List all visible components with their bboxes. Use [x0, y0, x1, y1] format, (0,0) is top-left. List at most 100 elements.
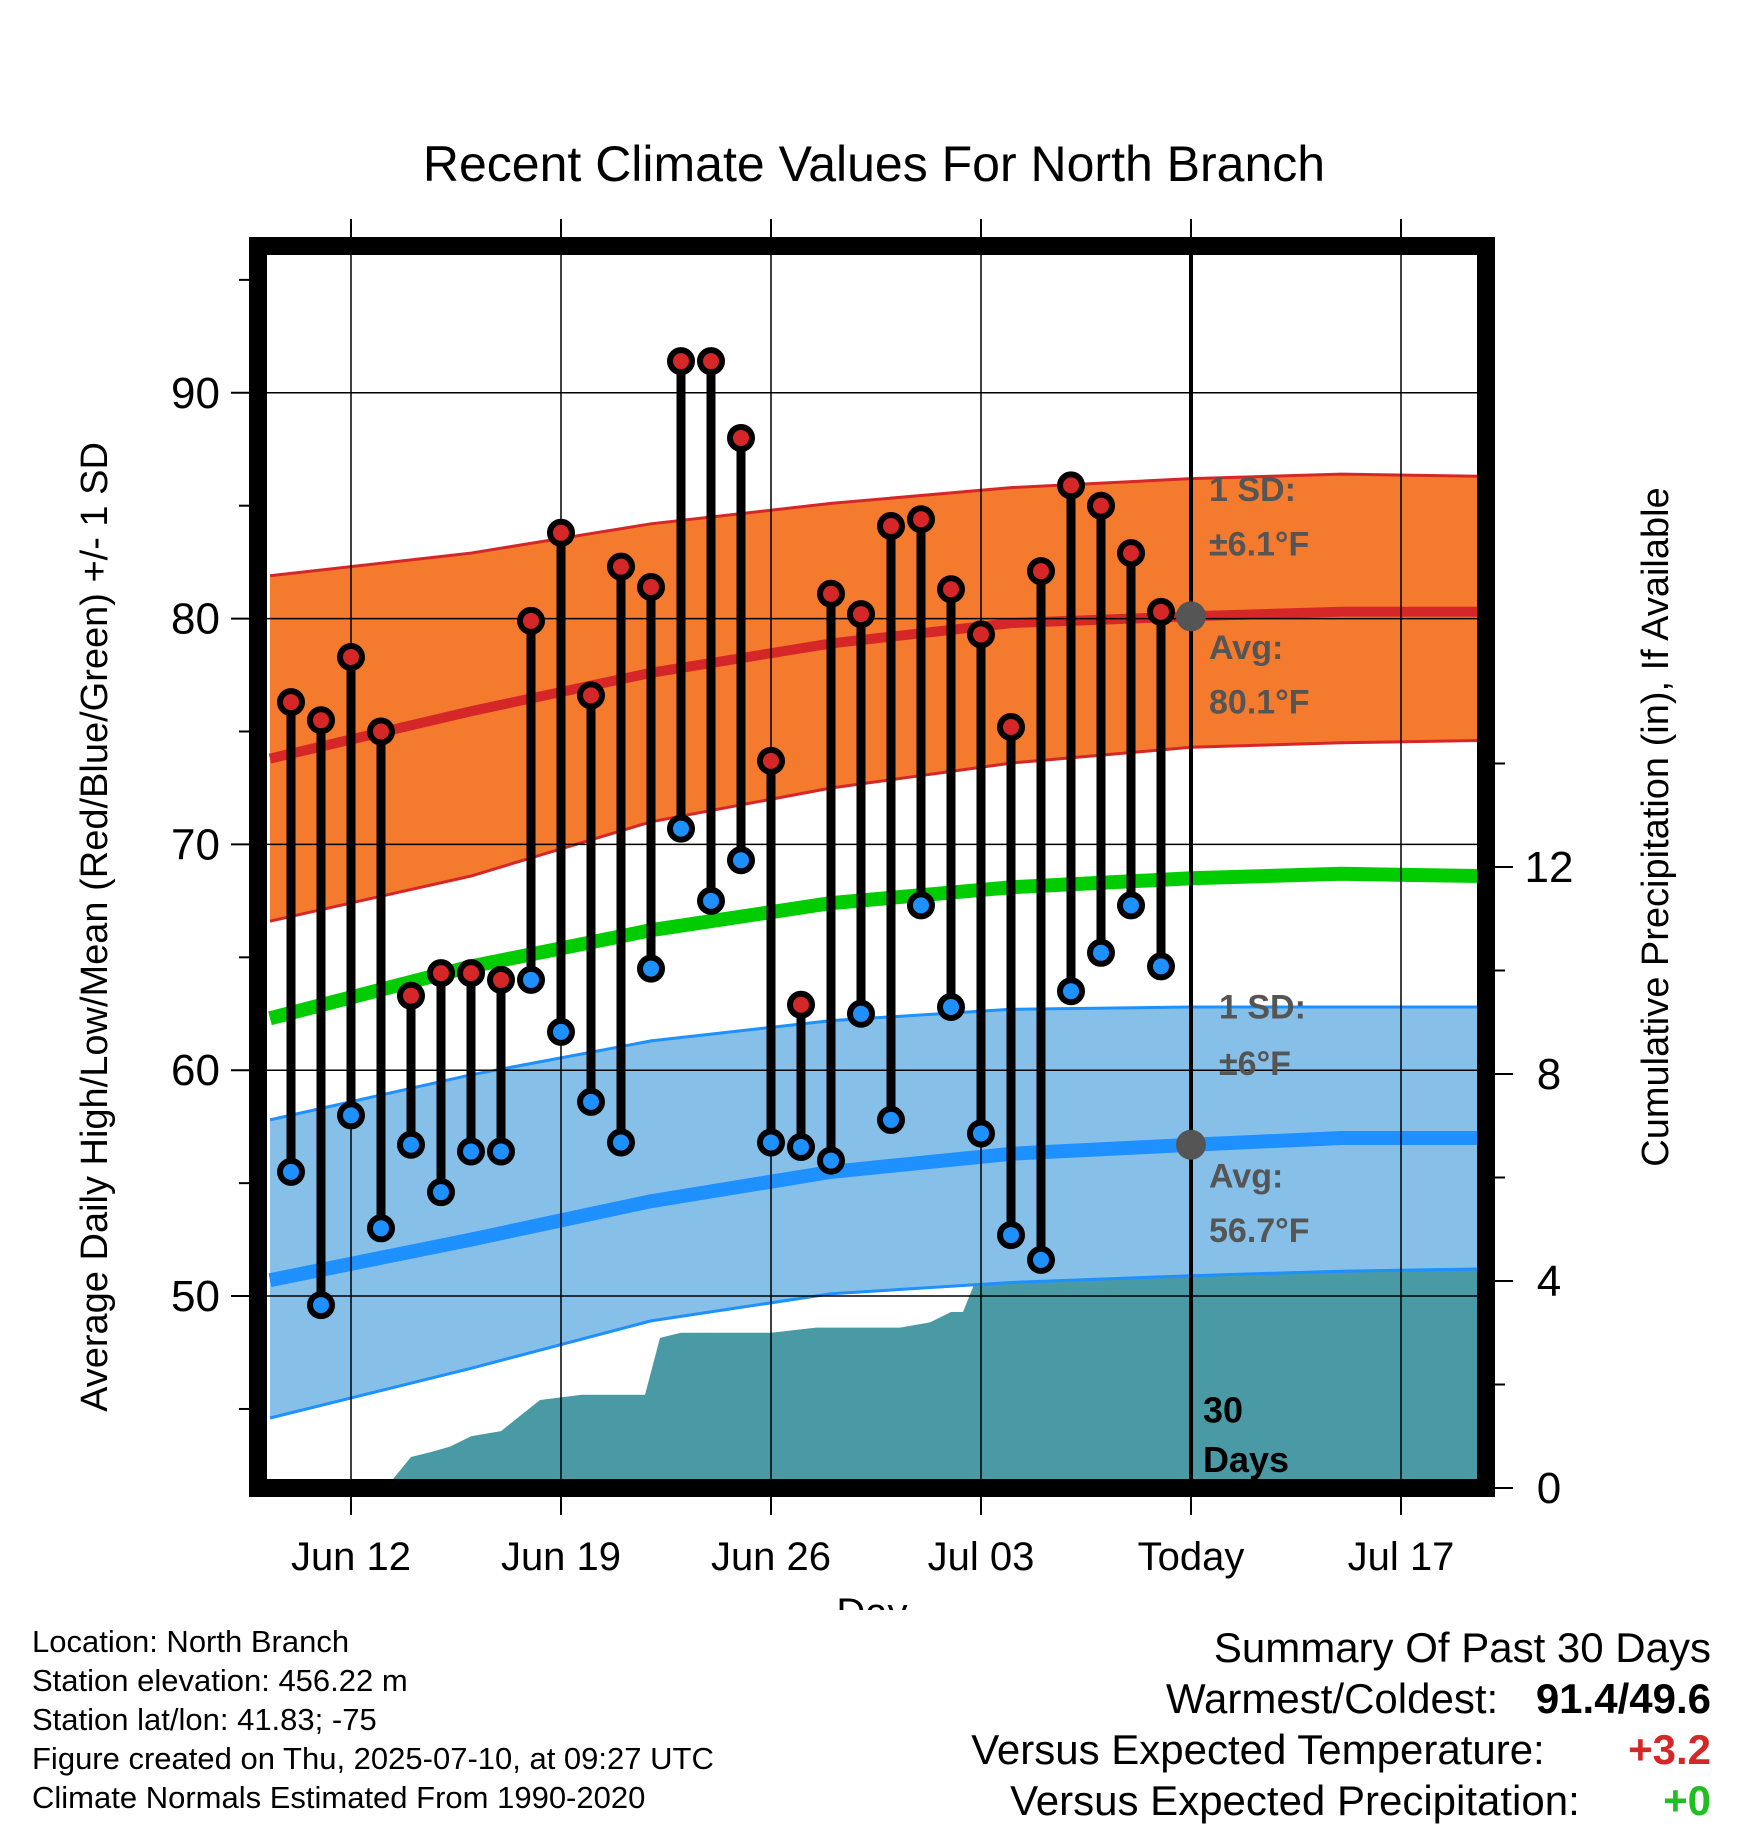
- daily-low-point: [277, 1157, 305, 1186]
- daily-high-point: [667, 347, 695, 376]
- daily-low-point: [907, 891, 935, 920]
- daily-low-point: [997, 1221, 1025, 1250]
- daily-low-point: [787, 1133, 815, 1162]
- low-sd-band: [270, 1007, 1479, 1418]
- plot-frame: [249, 237, 1495, 1497]
- daily-low-point: [517, 965, 545, 994]
- daily-low-point: [847, 999, 875, 1028]
- low-sd-band-lower-edge: [269, 1267, 1480, 1420]
- daily-low-point: [457, 1137, 485, 1166]
- climate-chart: Recent Climate Values For North Branch 1…: [74, 136, 1677, 1610]
- daily-low-point: [397, 1130, 425, 1159]
- days-window-label: 30: [1203, 1390, 1243, 1431]
- high-sd-label: 1 SD:: [1209, 471, 1296, 509]
- low-avg-value: 56.7°F: [1209, 1212, 1310, 1250]
- x-axis-label: Day: [836, 1591, 907, 1610]
- y-tick-label: 80: [171, 595, 220, 644]
- daily-low-point: [817, 1146, 845, 1175]
- daily-low-point: [637, 954, 665, 983]
- daily-low-point: [697, 886, 725, 915]
- x-tick-label: Jun 26: [711, 1535, 831, 1579]
- y2-tick-label: 8: [1537, 1050, 1561, 1099]
- daily-high-point: [457, 959, 485, 988]
- daily-low-point: [1147, 952, 1175, 981]
- high-avg-value: 80.1°F: [1209, 683, 1310, 721]
- daily-high-point: [697, 347, 725, 376]
- daily-high-point: [607, 552, 635, 581]
- daily-high-point: [547, 518, 575, 547]
- y-tick-label: 90: [171, 369, 220, 418]
- daily-low-point: [547, 1017, 575, 1046]
- daily-high-point: [787, 990, 815, 1019]
- daily-low-point: [577, 1087, 605, 1116]
- low-sd-label: 1 SD:: [1219, 988, 1306, 1026]
- low-avg-label: Avg:: [1209, 1158, 1283, 1196]
- daily-low-point: [337, 1101, 365, 1130]
- latlon-text: Station lat/lon: 41.83; -75: [32, 1702, 377, 1737]
- warmest-coldest-label: Warmest/Coldest:: [1165, 1675, 1499, 1722]
- temperature-departure-label: Versus Expected Temperature:: [971, 1726, 1545, 1773]
- warmest-coldest-value: 91.4/49.6: [1535, 1675, 1711, 1722]
- today-low-normal-marker: [1176, 1129, 1206, 1160]
- y2-tick-label: 0: [1537, 1464, 1561, 1513]
- y-axis-label: Average Daily High/Low/Mean (Red/Blue/Gr…: [74, 442, 116, 1412]
- y-tick-label: 50: [171, 1272, 220, 1321]
- y2-tick-label: 12: [1525, 843, 1574, 892]
- location-text: Location: North Branch: [32, 1624, 350, 1659]
- normals-text: Climate Normals Estimated From 1990-2020: [32, 1780, 646, 1815]
- y2-tick-label: 4: [1537, 1257, 1561, 1306]
- precipitation-departure-label: Versus Expected Precipitation:: [1010, 1777, 1580, 1824]
- daily-high-point: [1147, 597, 1175, 626]
- y2-axis-label: Cumulative Precipitation (in), If Availa…: [1635, 487, 1677, 1166]
- daily-high-point: [757, 746, 785, 775]
- daily-high-point: [1117, 539, 1145, 568]
- daily-low-point: [607, 1128, 635, 1157]
- daily-high-point: [277, 688, 305, 717]
- daily-low-point: [427, 1178, 455, 1207]
- elevation-text: Station elevation: 456.22 m: [32, 1663, 408, 1698]
- daily-high-point: [1087, 491, 1115, 520]
- high-sd-value: ±6.1°F: [1209, 525, 1309, 563]
- daily-high-point: [967, 620, 995, 649]
- y-tick-label: 60: [171, 1046, 220, 1095]
- daily-high-point: [487, 965, 515, 994]
- daily-high-point: [637, 572, 665, 601]
- today-high-normal-marker: [1176, 601, 1206, 632]
- daily-high-point: [907, 505, 935, 534]
- daily-low-point: [1087, 938, 1115, 967]
- daily-high-point: [997, 712, 1025, 741]
- precipitation-departure-value: +0: [1663, 1777, 1711, 1824]
- daily-high-point: [1057, 471, 1085, 500]
- daily-low-point: [367, 1214, 395, 1243]
- daily-high-point: [1027, 557, 1055, 586]
- daily-low-point: [1057, 977, 1085, 1006]
- high-sd-band: [270, 474, 1479, 922]
- plot-area: [258, 246, 1486, 1488]
- daily-high-point: [817, 579, 845, 608]
- daily-high-point: [727, 423, 755, 452]
- daily-high-point: [337, 642, 365, 671]
- daily-low-point: [1117, 891, 1145, 920]
- station-info: Location: North Branch Station elevation…: [32, 1622, 714, 1817]
- low-sd-value: ±6°F: [1219, 1045, 1291, 1083]
- summary-heading: Summary Of Past 30 Days: [1213, 1624, 1711, 1671]
- created-text: Figure created on Thu, 2025-07-10, at 09…: [32, 1741, 714, 1776]
- daily-high-point: [427, 959, 455, 988]
- x-tick-label: Jun 12: [291, 1535, 411, 1579]
- temperature-departure-value: +3.2: [1628, 1726, 1711, 1773]
- days-window-label: Days: [1203, 1439, 1289, 1480]
- daily-low-point: [757, 1128, 785, 1157]
- precipitation-area: [270, 1239, 1479, 1488]
- daily-low-point: [667, 814, 695, 843]
- y-tick-label: 70: [171, 820, 220, 869]
- x-tick-label: Jun 19: [501, 1535, 621, 1579]
- daily-high-point: [307, 706, 335, 735]
- daily-high-point: [517, 606, 545, 635]
- high-sd-band-upper-edge: [269, 472, 1480, 578]
- daily-high-point: [577, 681, 605, 710]
- daily-high-point: [847, 600, 875, 629]
- daily-high-point: [397, 981, 425, 1010]
- chart-title: Recent Climate Values For North Branch: [423, 136, 1325, 192]
- daily-low-point: [877, 1105, 905, 1134]
- daily-high-point: [937, 575, 965, 604]
